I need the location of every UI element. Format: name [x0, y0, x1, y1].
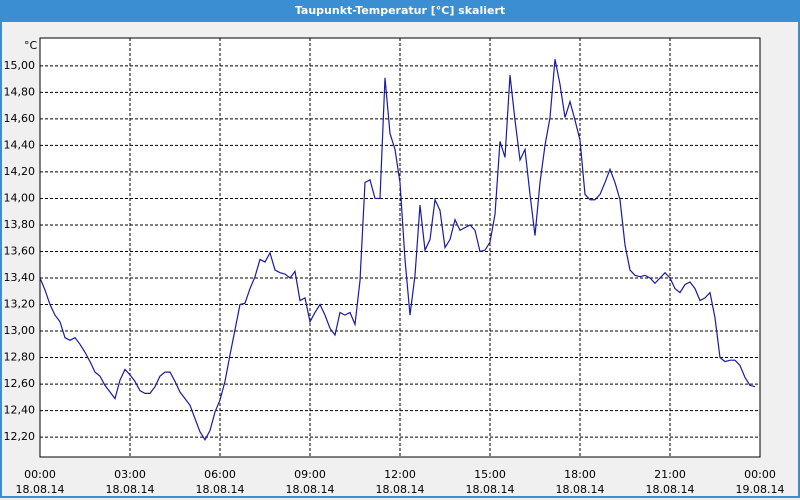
- x-tick-date: 19.08.14: [736, 483, 785, 496]
- y-tick-label: 14,00: [4, 191, 36, 204]
- x-tick-label: 03:00: [114, 468, 146, 481]
- x-tick-date: 18.08.14: [556, 483, 605, 496]
- y-tick-label: 13,60: [4, 244, 36, 257]
- y-tick-label: 13,80: [4, 218, 36, 231]
- x-tick-date: 18.08.14: [376, 483, 425, 496]
- x-tick-label: 09:00: [294, 468, 326, 481]
- y-unit: °C: [24, 39, 38, 52]
- y-tick-label: 13,40: [4, 271, 36, 284]
- x-tick-date: 18.08.14: [646, 483, 695, 496]
- x-tick-date: 18.08.14: [286, 483, 335, 496]
- x-tick-label: 00:00: [24, 468, 56, 481]
- y-tick-label: 13,20: [4, 298, 36, 311]
- x-tick-label: 21:00: [654, 468, 686, 481]
- y-tick-label: 14,60: [4, 112, 36, 125]
- x-tick-date: 18.08.14: [196, 483, 245, 496]
- x-tick-label: 00:00: [744, 468, 776, 481]
- data-line: [39, 59, 756, 441]
- y-tick-label: 13,00: [4, 324, 36, 337]
- x-tick-label: 06:00: [204, 468, 236, 481]
- y-tick-label: 12,60: [4, 377, 36, 390]
- x-tick-date: 18.08.14: [466, 483, 515, 496]
- y-tick-label: 14,80: [4, 85, 36, 98]
- x-tick-label: 15:00: [474, 468, 506, 481]
- y-tick-label: 14,40: [4, 138, 36, 151]
- y-tick-label: 14,20: [4, 165, 36, 178]
- y-tick-label: 12,80: [4, 351, 36, 364]
- x-tick-label: 12:00: [384, 468, 416, 481]
- y-tick-label: 12,20: [4, 430, 36, 443]
- x-tick-date: 18.08.14: [106, 483, 155, 496]
- x-tick-label: 18:00: [564, 468, 596, 481]
- title-bar: Taupunkt-Temperatur [°C] skaliert: [0, 0, 800, 22]
- y-tick-label: 15,00: [4, 59, 36, 72]
- x-tick-date: 18.08.14: [16, 483, 65, 496]
- y-tick-label: 12,40: [4, 404, 36, 417]
